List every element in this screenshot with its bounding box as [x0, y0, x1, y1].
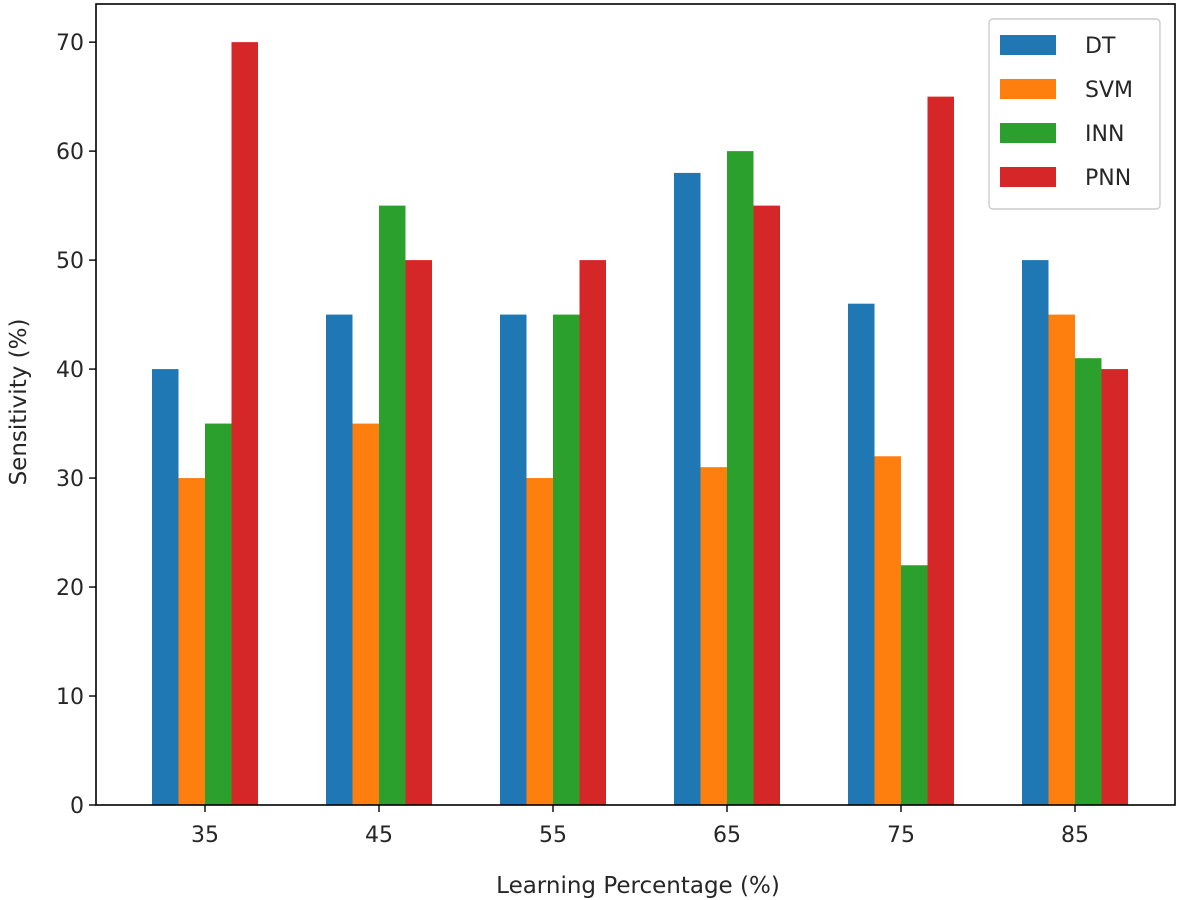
bars-layer — [152, 42, 1128, 806]
legend-swatch-dt — [1000, 35, 1056, 55]
y-tick-label-30: 30 — [56, 467, 84, 492]
bar-pnn-65 — [753, 205, 780, 805]
legend-label-svm: SVM — [1085, 78, 1133, 103]
axes-layer — [95, 3, 1176, 806]
bar-dt-85 — [1022, 260, 1049, 805]
bar-pnn-35 — [231, 42, 258, 805]
bar-inn-75 — [901, 565, 928, 805]
bar-inn-85 — [1075, 358, 1102, 805]
x-tick-label-55: 55 — [539, 823, 567, 848]
bar-dt-65 — [674, 172, 701, 806]
y-tick-label-0: 0 — [70, 794, 84, 819]
bar-svm-55 — [526, 478, 553, 805]
y-tick-label-10: 10 — [56, 685, 84, 710]
legend-swatch-inn — [1000, 123, 1056, 143]
bar-svm-45 — [352, 423, 379, 805]
bar-inn-55 — [553, 314, 580, 805]
bar-pnn-85 — [1101, 369, 1128, 805]
bar-inn-65 — [727, 151, 754, 806]
ticks-layer: 0 10 20 30 40 50 60 70 35 45 55 65 75 85 — [56, 31, 1089, 848]
bar-dt-45 — [326, 314, 353, 805]
plot-frame — [95, 3, 1176, 806]
legend: DT SVM INN PNN — [988, 18, 1161, 210]
x-tick-label-45: 45 — [365, 823, 393, 848]
bar-svm-85 — [1048, 314, 1075, 805]
bar-svm-65 — [700, 467, 727, 805]
bar-pnn-55 — [579, 260, 606, 805]
x-tick-label-75: 75 — [887, 823, 915, 848]
legend-swatch-pnn — [1000, 167, 1056, 187]
y-tick-label-70: 70 — [56, 31, 84, 56]
bar-pnn-45 — [405, 260, 432, 805]
bar-dt-35 — [152, 369, 179, 805]
bar-dt-55 — [500, 314, 527, 805]
x-tick-label-35: 35 — [191, 823, 219, 848]
bar-dt-75 — [848, 303, 875, 805]
y-axis-label: Sensitivity (%) — [6, 319, 32, 486]
y-tick-label-60: 60 — [56, 140, 84, 165]
y-tick-label-40: 40 — [56, 358, 84, 383]
legend-swatch-svm — [1000, 79, 1056, 99]
bar-svm-75 — [874, 456, 901, 805]
bar-pnn-75 — [927, 96, 954, 806]
y-tick-label-20: 20 — [56, 576, 84, 601]
legend-label-inn: INN — [1085, 122, 1124, 147]
x-axis-label: Learning Percentage (%) — [496, 873, 780, 899]
x-tick-label-65: 65 — [713, 823, 741, 848]
legend-box — [988, 18, 1161, 210]
bar-inn-35 — [205, 423, 232, 805]
bar-svm-35 — [178, 478, 205, 805]
x-tick-label-85: 85 — [1061, 823, 1089, 848]
legend-label-dt: DT — [1085, 34, 1116, 59]
y-tick-label-50: 50 — [56, 249, 84, 274]
legend-label-pnn: PNN — [1085, 166, 1131, 191]
bar-inn-45 — [379, 205, 406, 805]
